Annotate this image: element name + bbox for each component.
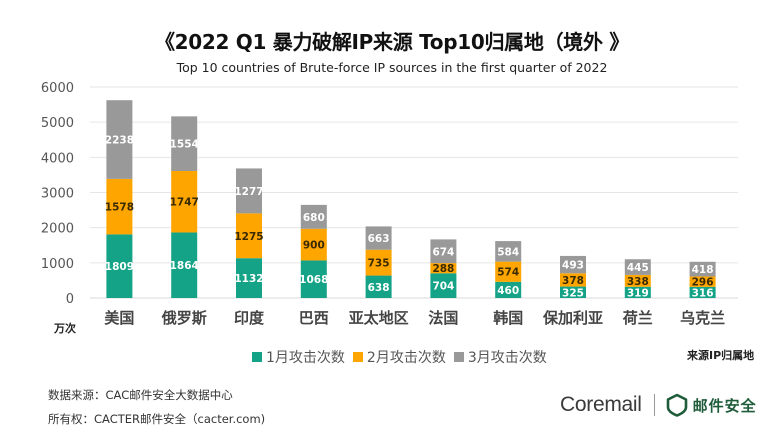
data-label: 638 — [368, 282, 390, 294]
data-label: 493 — [562, 260, 584, 272]
bar-segment — [495, 241, 522, 262]
data-label: 1275 — [234, 231, 263, 243]
data-label: 445 — [627, 262, 649, 274]
legend-label-jan: 1月攻击次数 — [266, 350, 345, 366]
data-label: 1132 — [234, 273, 263, 285]
bar-segment — [689, 276, 716, 287]
bar-segment — [560, 286, 586, 298]
data-label: 288 — [432, 263, 454, 275]
chart-title: 《2022 Q1 暴力破解IP来源 Top10归属地（境外 》 — [154, 30, 630, 54]
bar-segment — [300, 228, 327, 261]
bar-segment — [689, 286, 716, 298]
data-label: 338 — [627, 276, 649, 288]
x-tick-label: 荷兰 — [623, 309, 653, 327]
data-label: 2238 — [105, 135, 134, 147]
data-label: 460 — [497, 285, 519, 297]
y-tick-label: 3000 — [41, 187, 74, 202]
y-tick-label: 1000 — [41, 257, 74, 272]
data-label: 1068 — [299, 274, 328, 286]
bar-segment — [236, 258, 262, 298]
x-tick-label: 保加利亚 — [542, 309, 603, 327]
ownership-note: 所有权：CACTER邮件安全（cacter.com) — [48, 412, 266, 426]
bar-segment — [365, 249, 392, 276]
bar-segment — [171, 171, 198, 233]
y-tick-label: 2000 — [41, 222, 74, 237]
data-label: 316 — [692, 287, 714, 299]
data-label: 319 — [627, 287, 649, 299]
data-label: 1277 — [234, 186, 263, 198]
logo: Coremail 邮件安全 — [560, 393, 757, 417]
bar-segment — [300, 260, 327, 298]
data-label: 900 — [303, 240, 325, 252]
x-tick-label: 乌克兰 — [680, 309, 725, 327]
y-tick-label: 0 — [66, 292, 74, 307]
bar-segment — [236, 168, 262, 214]
data-label: 680 — [303, 212, 325, 224]
bar-segment — [689, 261, 716, 277]
bar-segment — [236, 213, 262, 259]
x-tick-label: 印度 — [234, 309, 265, 327]
brand-logo-text: 邮件安全 — [692, 396, 757, 415]
logo-divider — [653, 394, 655, 416]
bar-segment — [171, 116, 198, 172]
x-tick-label: 亚太地区 — [349, 309, 409, 327]
x-tick-label: 巴西 — [299, 309, 329, 327]
data-label: 325 — [562, 287, 584, 299]
bar-segment — [560, 255, 586, 274]
data-label: 704 — [432, 281, 454, 293]
y-tick-label: 5000 — [41, 116, 74, 131]
data-label: 663 — [368, 233, 390, 245]
bar-segment — [106, 100, 133, 179]
y-tick-label: 6000 — [41, 81, 74, 96]
bar-segment — [300, 204, 327, 229]
x-tick-label: 美国 — [104, 309, 134, 327]
x-tick-label: 韩国 — [493, 309, 523, 327]
coremail-logo-text: Coremail — [560, 393, 642, 416]
legend-item-jan: 1月攻击次数 — [252, 347, 345, 367]
bar-segment — [495, 281, 522, 298]
bar-segment — [430, 239, 457, 264]
bar-segment — [624, 286, 651, 298]
data-source-note: 数据来源：CAC邮件安全大数据中心 — [48, 388, 233, 402]
bar-segment — [430, 263, 457, 274]
legend-item-feb: 2月攻击次数 — [352, 347, 446, 367]
data-label: 674 — [432, 246, 454, 258]
chart-legend: 1月攻击次数 2月攻击次数 3月攻击次数 — [252, 347, 547, 367]
legend-label-feb: 2月攻击次数 — [366, 350, 446, 366]
data-label: 1864 — [170, 260, 199, 272]
bar-segment — [106, 178, 133, 235]
bar-segment — [560, 273, 586, 287]
legend-label-mar: 3月攻击次数 — [467, 350, 547, 366]
bar-segment — [495, 261, 522, 282]
bar-segment — [624, 259, 651, 275]
data-label: 296 — [692, 277, 714, 289]
y-axis-unit-label: 万次 — [54, 322, 76, 335]
data-label: 1554 — [170, 139, 199, 151]
data-label: 735 — [368, 258, 390, 270]
bar-segment — [365, 226, 392, 250]
bar-segment — [624, 274, 651, 287]
shield-icon — [666, 393, 687, 417]
data-label: 1809 — [105, 261, 134, 273]
data-label: 584 — [497, 246, 519, 258]
bar-segment — [106, 234, 133, 298]
legend-swatch-mar — [453, 352, 464, 362]
bar-segment — [430, 273, 457, 298]
legend-item-mar: 3月攻击次数 — [453, 347, 547, 367]
data-label: 418 — [692, 264, 714, 276]
data-label: 1578 — [105, 202, 134, 214]
bar-segment — [171, 232, 198, 298]
x-tick-label: 俄罗斯 — [161, 309, 207, 327]
legend-swatch-feb — [352, 352, 363, 362]
data-label: 1747 — [170, 197, 199, 209]
legend-swatch-jan — [252, 352, 262, 362]
x-tick-label: 法国 — [428, 309, 458, 327]
y-tick-label: 4000 — [41, 151, 74, 166]
data-label: 378 — [562, 275, 584, 287]
data-label: 574 — [497, 267, 519, 279]
chart-subtitle: Top 10 countries of Brute-force IP sourc… — [176, 60, 608, 75]
x-axis-label: 来源IP归属地 — [687, 349, 755, 362]
bar-segment — [365, 275, 392, 298]
